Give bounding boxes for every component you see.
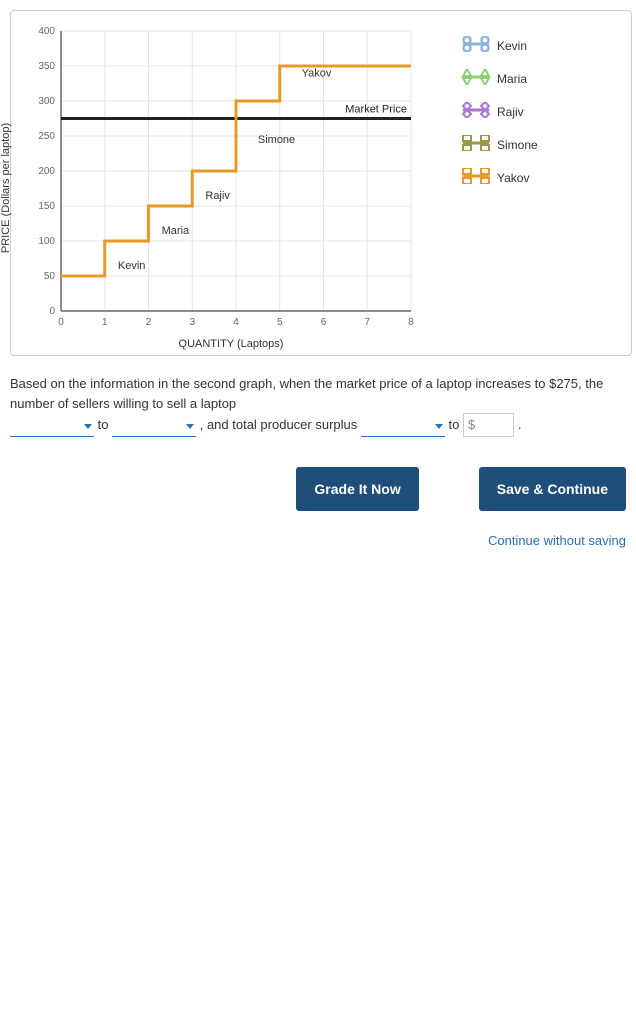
legend-marker-icon bbox=[461, 102, 491, 121]
caret-down-icon bbox=[84, 424, 92, 429]
svg-text:Yakov: Yakov bbox=[302, 68, 332, 80]
svg-text:Simone: Simone bbox=[258, 134, 295, 146]
svg-text:100: 100 bbox=[38, 236, 55, 247]
legend-item[interactable]: Rajiv bbox=[461, 102, 538, 121]
question-text: Based on the information in the second g… bbox=[10, 374, 626, 437]
continue-without-saving-link[interactable]: Continue without saving bbox=[10, 533, 626, 548]
dropdown-count[interactable] bbox=[112, 418, 196, 437]
dollar-input-wrapper: $ bbox=[463, 413, 514, 437]
svg-text:300: 300 bbox=[38, 96, 55, 107]
svg-text:0: 0 bbox=[58, 317, 64, 328]
legend-item[interactable]: Maria bbox=[461, 69, 538, 88]
svg-text:4: 4 bbox=[233, 317, 239, 328]
question-line1: Based on the information in the second g… bbox=[10, 376, 603, 411]
svg-text:Market Price: Market Price bbox=[345, 104, 407, 116]
svg-text:50: 50 bbox=[44, 271, 56, 282]
svg-text:Rajiv: Rajiv bbox=[205, 190, 230, 202]
dollar-sign: $ bbox=[468, 415, 475, 435]
svg-text:0: 0 bbox=[49, 306, 55, 317]
y-axis-label: PRICE (Dollars per laptop) bbox=[0, 123, 12, 253]
chart-svg: 0 1 2 3 4 5 6 7 8 0 50 100 150 200 250 300 350 400 Market … bbox=[26, 26, 436, 331]
svg-text:5: 5 bbox=[277, 317, 283, 328]
svg-text:2: 2 bbox=[146, 317, 152, 328]
button-row: Grade It Now Save & Continue bbox=[10, 467, 626, 511]
save-continue-button[interactable]: Save & Continue bbox=[479, 467, 626, 511]
grade-button[interactable]: Grade It Now bbox=[296, 467, 418, 511]
dropdown-surplus-direction[interactable] bbox=[361, 418, 445, 437]
svg-text:3: 3 bbox=[189, 317, 195, 328]
surplus-amount-input[interactable] bbox=[477, 417, 509, 433]
svg-text:Kevin: Kevin bbox=[118, 260, 146, 272]
svg-text:150: 150 bbox=[38, 201, 55, 212]
legend-label: Rajiv bbox=[497, 105, 524, 119]
dropdown-change-direction[interactable] bbox=[10, 418, 94, 437]
chart-area: PRICE (Dollars per laptop) 0123456780501… bbox=[26, 26, 436, 350]
svg-text:8: 8 bbox=[408, 317, 414, 328]
svg-text:7: 7 bbox=[364, 317, 370, 328]
legend-label: Simone bbox=[497, 138, 538, 152]
caret-down-icon bbox=[186, 424, 194, 429]
svg-text:200: 200 bbox=[38, 166, 55, 177]
legend-marker-icon bbox=[461, 69, 491, 88]
legend-marker-icon bbox=[461, 36, 491, 55]
text-mid: , and total producer surplus bbox=[200, 417, 358, 432]
x-axis-label: QUANTITY (Laptops) bbox=[26, 338, 436, 350]
legend-marker-icon bbox=[461, 168, 491, 187]
svg-text:1: 1 bbox=[102, 317, 108, 328]
legend-item[interactable]: Yakov bbox=[461, 168, 538, 187]
text-to-2: to bbox=[449, 417, 460, 432]
legend-label: Maria bbox=[497, 72, 527, 86]
legend-item[interactable]: Kevin bbox=[461, 36, 538, 55]
svg-text:Maria: Maria bbox=[162, 225, 190, 237]
caret-down-icon bbox=[435, 424, 443, 429]
legend-label: Kevin bbox=[497, 39, 527, 53]
chart-card: PRICE (Dollars per laptop) 0123456780501… bbox=[10, 10, 632, 356]
legend-marker-icon bbox=[461, 135, 491, 154]
svg-text:400: 400 bbox=[38, 26, 55, 37]
svg-text:350: 350 bbox=[38, 61, 55, 72]
legend-label: Yakov bbox=[497, 171, 529, 185]
text-to-1: to bbox=[98, 417, 109, 432]
legend-item[interactable]: Simone bbox=[461, 135, 538, 154]
svg-text:250: 250 bbox=[38, 131, 55, 142]
text-period: . bbox=[518, 417, 522, 432]
svg-text:6: 6 bbox=[321, 317, 327, 328]
legend: Kevin Maria Rajiv Simone Yakov bbox=[461, 26, 538, 350]
